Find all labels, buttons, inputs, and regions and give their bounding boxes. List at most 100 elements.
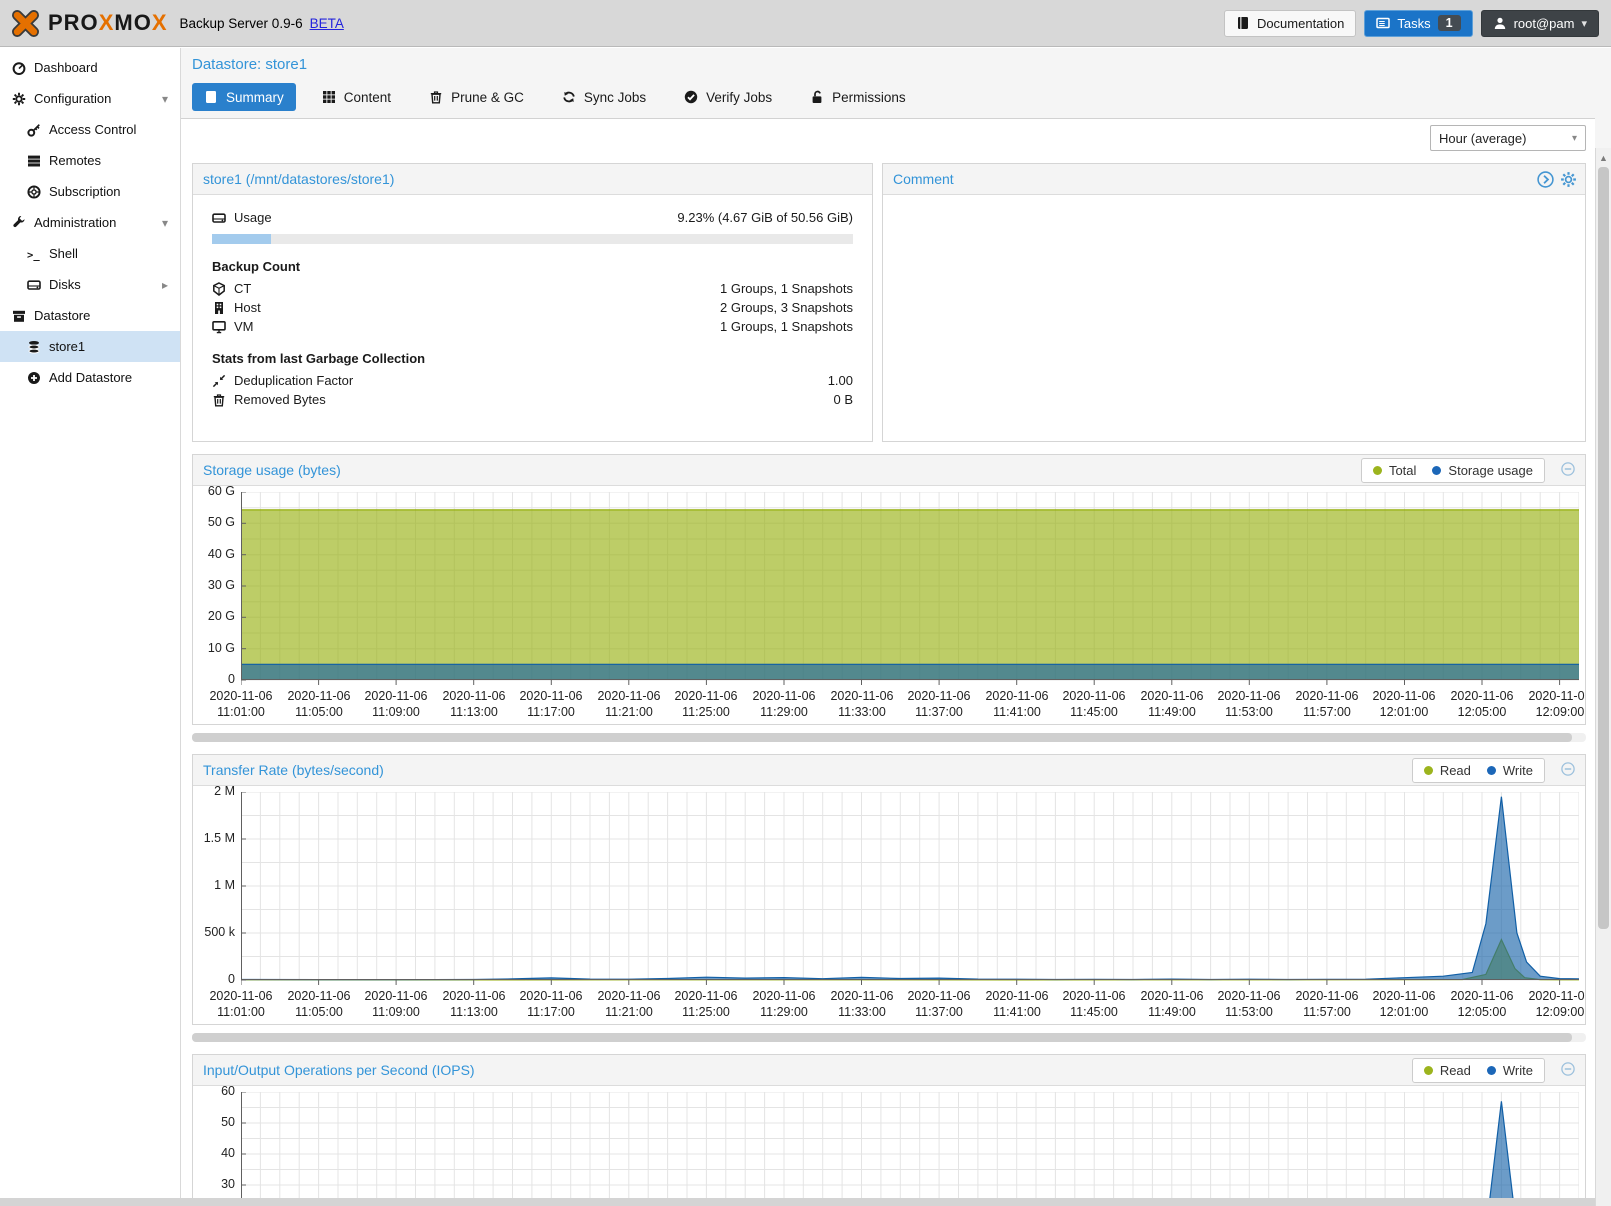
horizontal-scrollbar[interactable] bbox=[192, 1033, 1586, 1042]
row-value: 0 B bbox=[833, 392, 853, 407]
usage-value: 9.23% (4.67 GiB of 50.56 GiB) bbox=[677, 210, 853, 225]
y-axis-tick-label: 50 G bbox=[207, 515, 235, 529]
y-axis-tick-label: 0 bbox=[228, 972, 235, 986]
scroll-up-arrow-icon[interactable]: ▲ bbox=[1599, 153, 1608, 163]
vertical-scrollbar[interactable]: ▲ bbox=[1595, 148, 1611, 1206]
x-axis-tick-label: 2020-11-06 11:49:00 bbox=[1140, 989, 1204, 1020]
legend-label: Write bbox=[1502, 1063, 1533, 1078]
timeframe-select[interactable]: Hour (average) ▾ bbox=[1430, 125, 1586, 151]
gear-icon[interactable] bbox=[1560, 171, 1577, 188]
sidebar-item-disks[interactable]: Disks ▸ bbox=[0, 269, 180, 300]
building-icon bbox=[212, 301, 226, 315]
legend-item-total[interactable]: Total bbox=[1372, 463, 1417, 478]
chevron-circle-right-icon[interactable] bbox=[1537, 171, 1554, 188]
main-region: Datastore: store1 Summary Content Prune & … bbox=[181, 48, 1611, 1206]
archive-icon bbox=[12, 309, 26, 323]
sidebar-item-label: Remotes bbox=[49, 153, 102, 168]
legend-item-read[interactable]: Read bbox=[1423, 1063, 1471, 1078]
bottom-scrollbar-strip[interactable] bbox=[0, 1198, 1595, 1206]
legend-item-storage-usage[interactable]: Storage usage bbox=[1432, 463, 1533, 478]
sidebar-item-dashboard[interactable]: Dashboard bbox=[0, 52, 180, 83]
cube-icon bbox=[212, 281, 226, 296]
caret-down-icon[interactable]: ▾ bbox=[161, 91, 168, 106]
brand-wordmark: PROXMOX bbox=[48, 10, 168, 35]
vertical-scrollbar-thumb[interactable] bbox=[1598, 167, 1609, 929]
y-axis-tick-label: 40 bbox=[221, 1146, 235, 1160]
legend-item-write[interactable]: Write bbox=[1486, 1063, 1533, 1078]
backup-count-title: Backup Count bbox=[212, 259, 301, 274]
collapse-minus-circle-icon[interactable] bbox=[1561, 1062, 1575, 1076]
row-value: 2 Groups, 3 Snapshots bbox=[720, 300, 853, 315]
x-axis-tick-label: 2020-11-06 12:01:00 bbox=[1372, 989, 1436, 1020]
sidebar-item-configuration[interactable]: Configuration ▾ bbox=[0, 83, 180, 114]
user-menu-button[interactable]: root@pam ▾ bbox=[1480, 9, 1599, 37]
proxmox-logo: PROXMOX bbox=[12, 9, 168, 37]
transfer-chart-body: 0 500 k 1 M 1.5 M 2 M 2020-11-06 11:01:00 2020-… bbox=[193, 786, 1585, 1024]
x-axis-tick-label: 2020-11-06 11:25:00 bbox=[674, 989, 738, 1020]
db-icon bbox=[27, 340, 41, 354]
collapse-minus-circle-icon[interactable] bbox=[1561, 462, 1575, 476]
tasks-button[interactable]: Tasks 1 bbox=[1364, 9, 1473, 37]
tab-content[interactable]: Content bbox=[310, 83, 403, 111]
row-label: Deduplication Factor bbox=[234, 373, 354, 388]
comment-panel-body[interactable] bbox=[883, 195, 1585, 441]
horizontal-scrollbar-thumb[interactable] bbox=[192, 1033, 1573, 1042]
legend-dot bbox=[1423, 766, 1433, 775]
caret-right-icon[interactable]: ▸ bbox=[161, 277, 168, 292]
x-axis-tick-label: 2020-11-06 11:09:00 bbox=[364, 989, 428, 1020]
datastore-summary-panel: store1 (/mnt/datastores/store1) Usage 9.… bbox=[192, 163, 873, 442]
transfer-chart-legend[interactable]: Read Write bbox=[1411, 758, 1545, 783]
y-axis-tick-label: 30 bbox=[221, 1177, 235, 1191]
tab-permissions[interactable]: Permissions bbox=[798, 83, 918, 111]
documentation-button[interactable]: Documentation bbox=[1223, 9, 1357, 37]
sidebar-item-shell[interactable]: >_ Shell bbox=[0, 238, 180, 269]
iops-chart-legend[interactable]: Read Write bbox=[1411, 1058, 1545, 1083]
book-icon bbox=[1236, 16, 1250, 30]
tab-verify-jobs[interactable]: Verify Jobs bbox=[672, 83, 784, 111]
sidebar-item-administration[interactable]: Administration ▾ bbox=[0, 207, 180, 238]
sidebar-item-access-control[interactable]: Access Control bbox=[0, 114, 180, 145]
y-axis-tick-label: 50 bbox=[221, 1115, 235, 1129]
row-label: CT bbox=[234, 281, 252, 296]
legend-label: Write bbox=[1502, 763, 1533, 778]
display-icon bbox=[212, 320, 226, 334]
tab-sync-jobs[interactable]: Sync Jobs bbox=[550, 83, 658, 111]
sidebar-item-add-datastore[interactable]: Add Datastore bbox=[0, 362, 180, 393]
unlock-icon bbox=[810, 90, 824, 104]
legend-label: Total bbox=[1388, 463, 1417, 478]
x-axis-tick-label: 2020-11-06 11:37:00 bbox=[907, 989, 971, 1020]
x-axis-tick-label: 2020-11-06 11:57:00 bbox=[1295, 989, 1359, 1020]
page-title: Datastore: store1 bbox=[192, 56, 308, 73]
usage-progress-fill bbox=[212, 234, 272, 244]
storage-chart-legend[interactable]: Total Storage usage bbox=[1360, 458, 1545, 483]
sidebar-item-subscription[interactable]: Subscription bbox=[0, 176, 180, 207]
caret-down-icon[interactable]: ▾ bbox=[161, 215, 168, 230]
collapse-minus-circle-icon[interactable] bbox=[1561, 762, 1575, 776]
chart-toolbar: Hour (average) ▾ bbox=[181, 119, 1595, 151]
tab-summary[interactable]: Summary bbox=[192, 83, 296, 111]
sidebar-item-datastore[interactable]: Datastore bbox=[0, 300, 180, 331]
x-axis-tick-label: 2020-11-06 11:37:00 bbox=[907, 689, 971, 720]
wrench-icon bbox=[12, 215, 26, 230]
sidebar-item-remotes[interactable]: Remotes bbox=[0, 145, 180, 176]
gc-stat-row-removed-bytes: Removed Bytes 0 B bbox=[212, 390, 853, 409]
row-value: 1 Groups, 1 Snapshots bbox=[720, 319, 853, 334]
x-axis-tick-label: 2020-11-06 11:17:00 bbox=[519, 689, 583, 720]
top-header-bar: PROXMOX Backup Server 0.9-6 BETA Documen… bbox=[0, 0, 1611, 47]
horizontal-scrollbar-thumb[interactable] bbox=[192, 733, 1573, 742]
legend-item-read[interactable]: Read bbox=[1423, 763, 1471, 778]
tab-prune-gc[interactable]: Prune & GC bbox=[417, 83, 536, 111]
y-axis-tick-label: 1.5 M bbox=[203, 831, 235, 845]
x-axis-tick-label: 2020-11-06 11:01:00 bbox=[209, 989, 273, 1020]
comment-panel: Comment bbox=[882, 163, 1586, 442]
backup-count-list: CT 1 Groups, 1 Snapshots Host 2 Groups, 3 S… bbox=[212, 279, 853, 336]
x-axis-tick-label: 2020-11-06 11:09:00 bbox=[364, 689, 428, 720]
iops-chart-panel: Input/Output Operations per Second (IOPS… bbox=[192, 1054, 1586, 1206]
legend-item-write[interactable]: Write bbox=[1486, 763, 1533, 778]
x-axis-tick-label: 2020-11-06 12:01:00 bbox=[1372, 689, 1436, 720]
horizontal-scrollbar[interactable] bbox=[192, 733, 1586, 742]
sidebar-item-store1[interactable]: store1 bbox=[0, 331, 180, 362]
beta-link[interactable]: BETA bbox=[309, 15, 344, 31]
svg-text:>_: >_ bbox=[27, 249, 40, 261]
